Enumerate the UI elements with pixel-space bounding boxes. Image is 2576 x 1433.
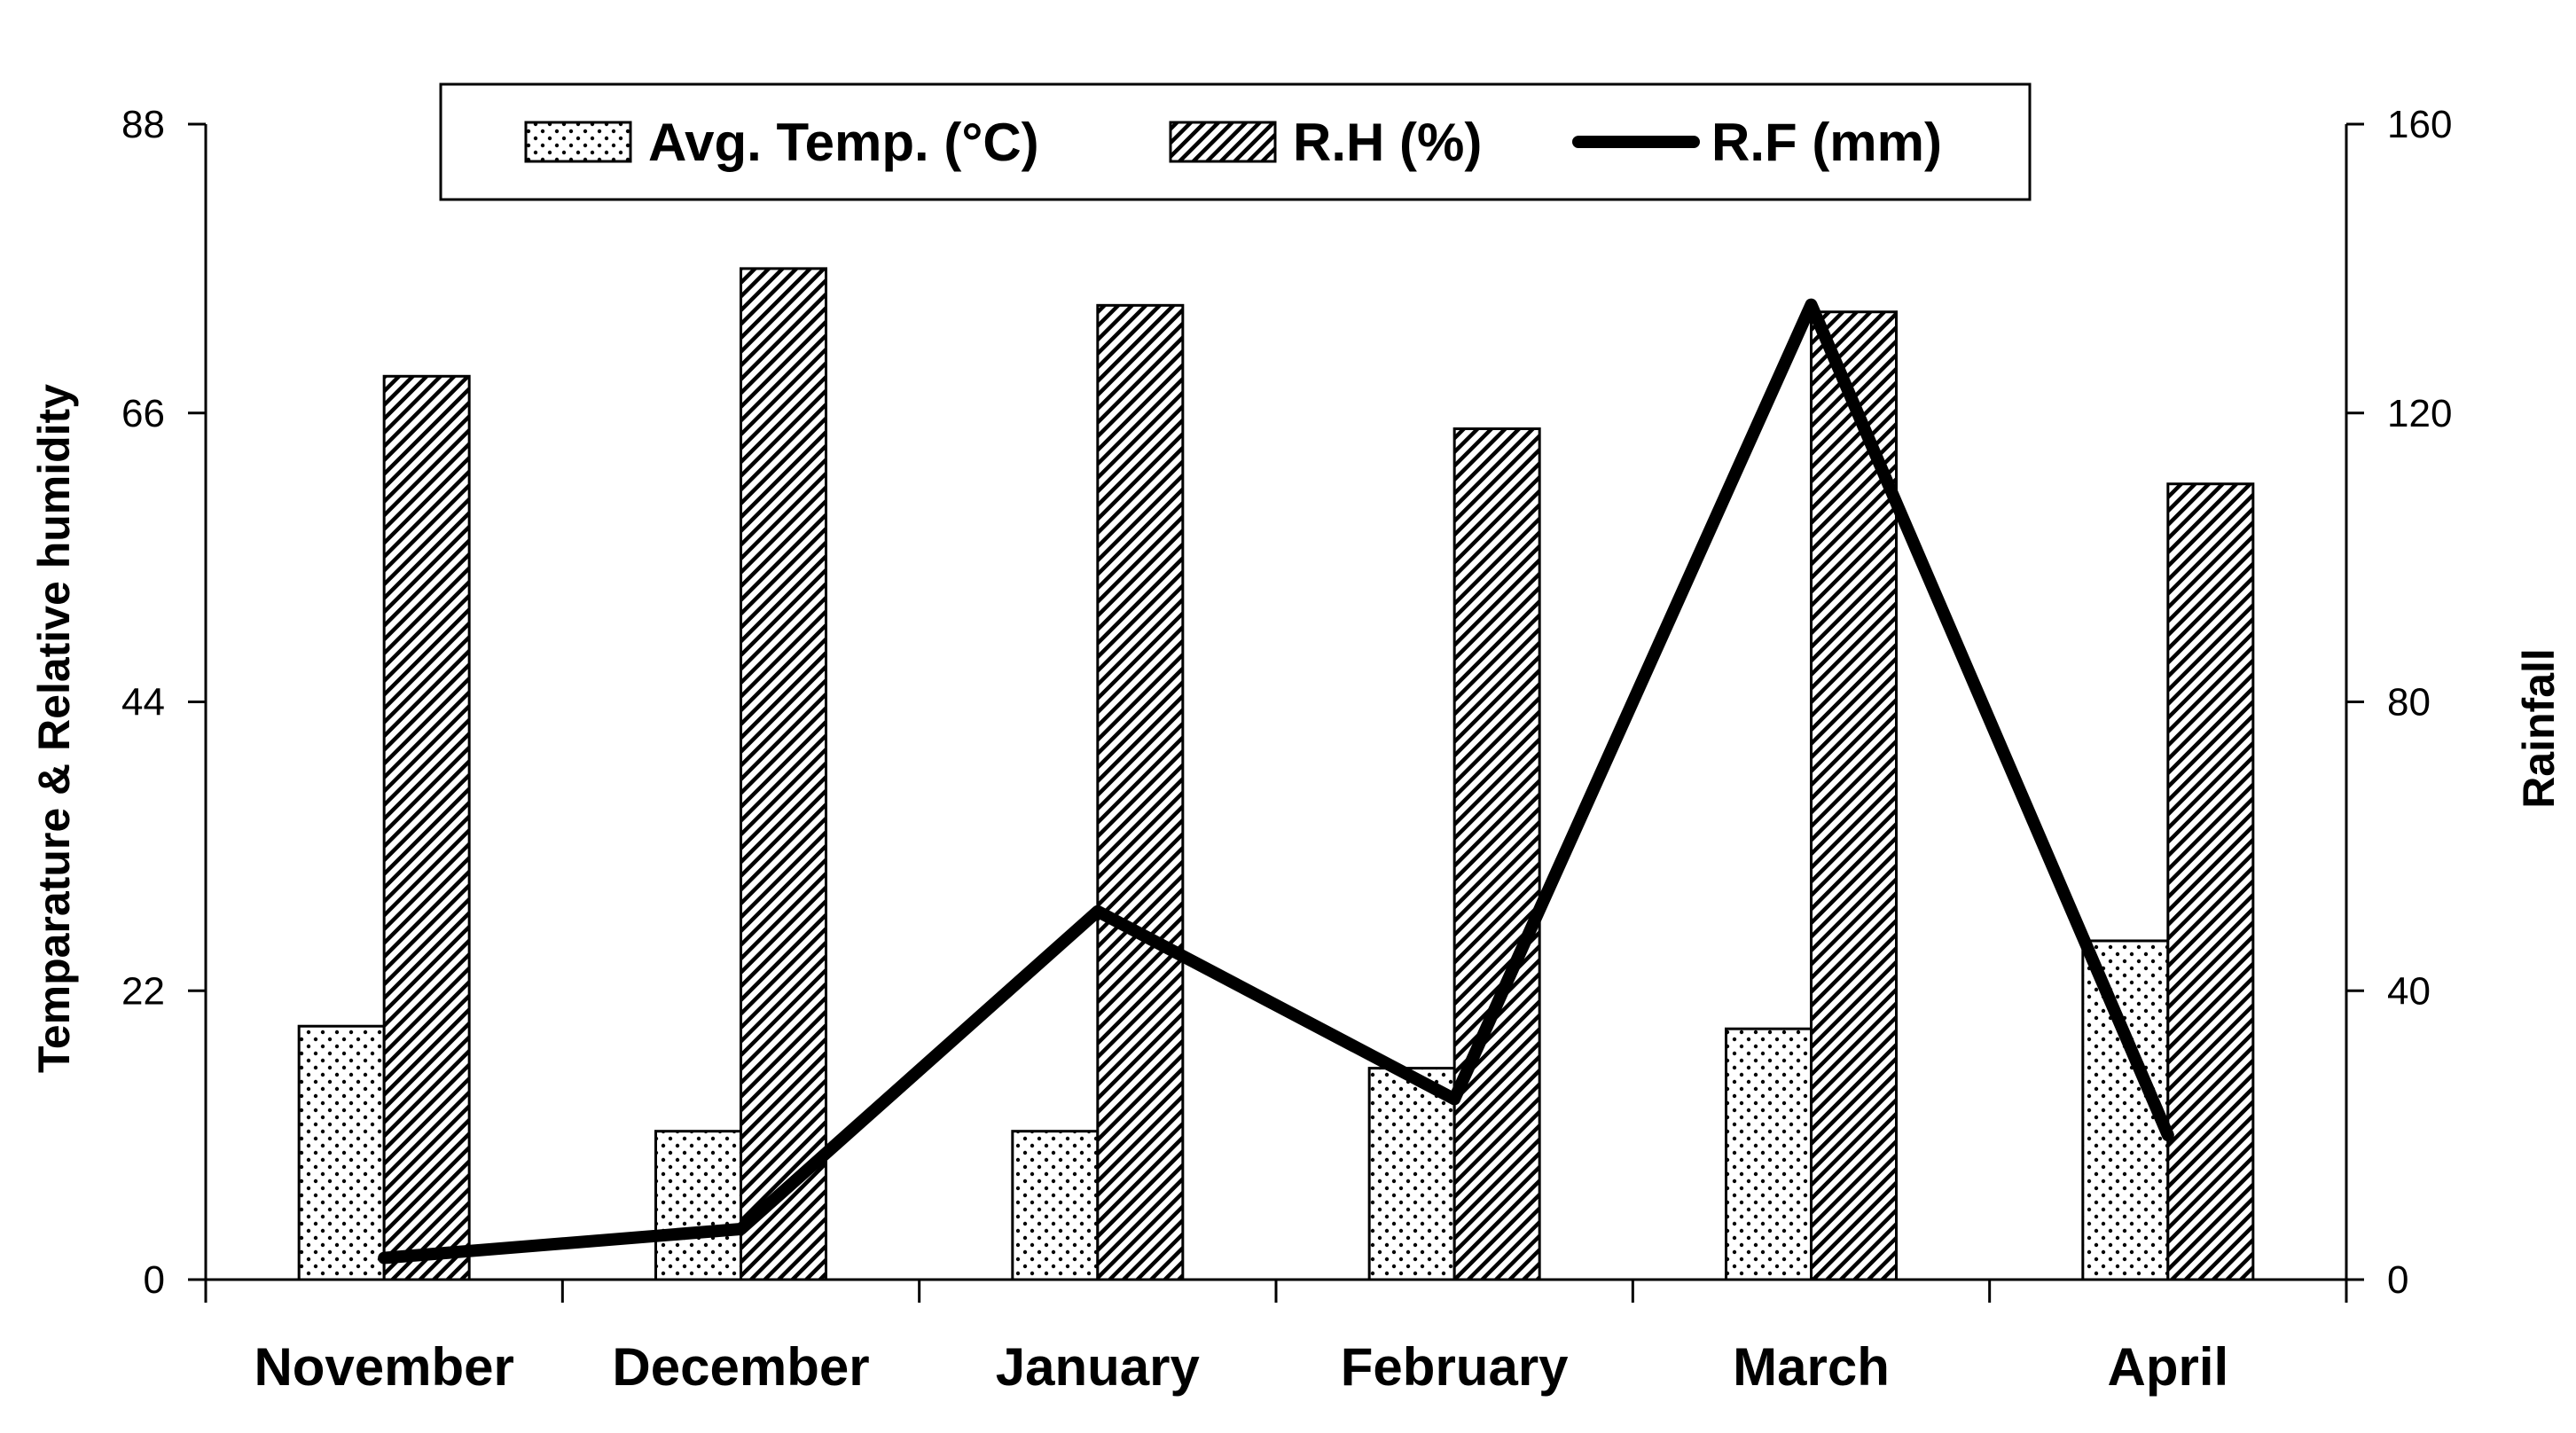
legend-swatch-r-h <box>1169 121 1277 163</box>
x-tick-label-february: February <box>1341 1337 1569 1397</box>
y-axis-right-title: Rainfall <box>2514 648 2564 809</box>
bar-avg-temp-c-february <box>1367 1067 1456 1281</box>
y-left-tick-label-22: 22 <box>121 969 165 1013</box>
y-axis-left-title: Temparature & Relative humidity <box>29 384 79 1073</box>
y-left-tick-label-0: 0 <box>144 1258 165 1302</box>
bar-r-h-march <box>1810 310 1898 1281</box>
bar-r-h-december <box>740 267 827 1281</box>
x-tick-label-december: December <box>612 1337 869 1397</box>
bar-avg-temp-c-january <box>1011 1130 1100 1281</box>
y-left-tick-label-88: 88 <box>121 103 165 146</box>
bar-r-h-november <box>382 374 471 1281</box>
y-right-tick-label-40: 40 <box>2387 969 2431 1013</box>
x-tick-label-april: April <box>2107 1337 2228 1397</box>
bar-r-h-april <box>2166 482 2255 1281</box>
legend-label-avg-temp-c: Avg. Temp. (°C) <box>648 113 1039 172</box>
bar-avg-temp-c-november <box>297 1024 386 1281</box>
y-left-tick-label-66: 66 <box>121 392 165 435</box>
x-tick-label-march: March <box>1733 1337 1890 1397</box>
bar-avg-temp-c-december <box>654 1130 742 1281</box>
x-tick-label-november: November <box>254 1337 513 1397</box>
y-right-tick-label-0: 0 <box>2387 1258 2408 1302</box>
y-right-tick-label-80: 80 <box>2387 681 2431 724</box>
y-right-tick-label-120: 120 <box>2387 392 2452 435</box>
bar-r-h-february <box>1452 427 1541 1281</box>
y-left-tick-label-44: 44 <box>121 681 165 724</box>
legend-swatch-avg-temp-c <box>524 121 632 163</box>
y-right-tick-label-160: 160 <box>2387 103 2452 146</box>
bar-r-h-january <box>1096 303 1185 1281</box>
legend-label-r-f-mm: R.F (mm) <box>1711 113 1942 172</box>
x-tick-label-january: January <box>996 1337 1201 1397</box>
bar-avg-temp-c-march <box>1725 1027 1813 1281</box>
line-r-f-mm <box>378 298 2174 1265</box>
legend-label-r-h: R.H (%) <box>1293 113 1482 172</box>
